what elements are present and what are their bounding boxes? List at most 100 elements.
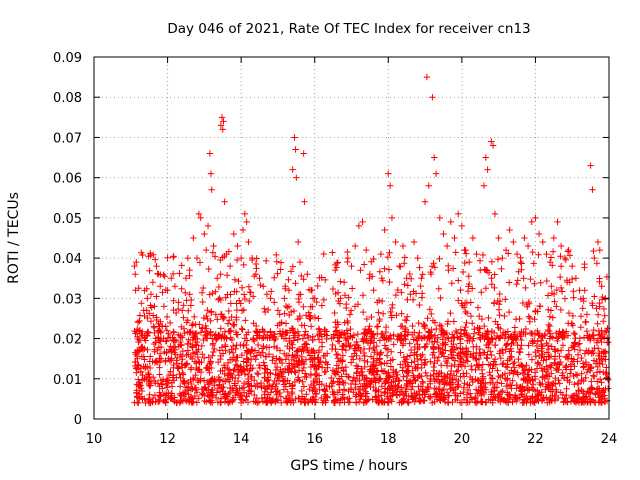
- band-point: [224, 359, 232, 367]
- band-point: [407, 386, 415, 393]
- band-point: [578, 370, 585, 377]
- band-point: [455, 382, 462, 390]
- mid-point: [273, 258, 281, 265]
- band-point: [333, 368, 340, 375]
- mid-point: [594, 311, 602, 318]
- mid-point: [496, 290, 503, 298]
- band-point: [352, 384, 359, 392]
- band-point: [307, 363, 315, 371]
- band-point: [371, 346, 379, 354]
- mid-point: [502, 296, 509, 303]
- mid-point: [549, 248, 557, 255]
- mid-point: [316, 274, 323, 282]
- mid-point: [559, 334, 566, 341]
- band-point: [361, 357, 368, 364]
- mid-point: [401, 332, 408, 340]
- mid-point: [491, 271, 498, 278]
- band-point: [497, 388, 505, 396]
- data-point: [291, 134, 298, 141]
- mid-point: [566, 252, 574, 259]
- data-point: [414, 254, 421, 262]
- mid-point: [284, 304, 291, 311]
- band-point: [473, 361, 480, 368]
- band-point: [526, 366, 533, 373]
- band-point: [470, 343, 477, 351]
- mid-point: [502, 331, 510, 338]
- band-point: [333, 362, 340, 369]
- band-point: [491, 355, 499, 363]
- band-point: [255, 398, 263, 406]
- band-point: [185, 336, 192, 343]
- band-point: [368, 337, 375, 345]
- band-point: [264, 306, 272, 314]
- mid-point: [544, 292, 552, 299]
- band-point: [468, 396, 476, 403]
- band-point: [383, 352, 391, 359]
- data-point: [510, 238, 517, 246]
- band-point: [400, 395, 408, 402]
- band-point: [552, 392, 559, 400]
- band-point: [534, 347, 542, 354]
- mid-point: [598, 330, 606, 338]
- data-point: [462, 246, 469, 254]
- mid-point: [431, 332, 439, 339]
- mid-point: [557, 284, 565, 292]
- mid-point: [223, 272, 231, 279]
- mid-point: [488, 327, 496, 335]
- mid-point: [467, 312, 475, 320]
- band-point: [575, 399, 583, 406]
- band-point: [546, 313, 554, 320]
- mid-point: [220, 314, 228, 321]
- band-point: [177, 398, 184, 405]
- band-point: [299, 345, 306, 353]
- mid-point: [150, 251, 157, 258]
- band-point: [211, 378, 218, 386]
- band-point: [467, 390, 474, 397]
- x-tick-labels: 10 12 14 16 18 20 22 24: [86, 432, 618, 447]
- band-point: [273, 391, 280, 398]
- mid-point: [541, 330, 549, 338]
- data-point: [443, 242, 451, 250]
- band-point: [209, 340, 217, 347]
- mid-point: [153, 293, 160, 300]
- band-point: [251, 347, 259, 354]
- mid-point: [309, 333, 316, 340]
- band-point: [475, 355, 483, 363]
- band-point: [340, 394, 348, 401]
- band-point: [207, 358, 214, 365]
- mid-point: [361, 325, 369, 333]
- data-point: [311, 295, 318, 302]
- band-point: [294, 347, 301, 354]
- band-point: [479, 373, 487, 380]
- band-point: [367, 383, 374, 391]
- band-point: [211, 345, 218, 353]
- mid-point: [233, 306, 241, 314]
- data-point: [596, 246, 604, 254]
- band-point: [169, 374, 177, 381]
- band-point: [192, 384, 200, 391]
- band-point: [213, 389, 221, 396]
- band-point: [243, 362, 250, 370]
- band-point: [237, 363, 244, 370]
- band-point: [566, 378, 573, 386]
- band-point: [253, 352, 261, 359]
- band-point: [350, 389, 357, 396]
- band-point: [383, 360, 391, 367]
- mid-point: [488, 258, 496, 265]
- band-point: [154, 396, 162, 403]
- mid-point: [569, 312, 577, 320]
- band-point: [588, 378, 595, 385]
- mid-point: [397, 331, 404, 339]
- band-point: [588, 384, 595, 391]
- mid-point: [469, 285, 476, 292]
- band-point: [310, 393, 317, 401]
- mid-point: [401, 324, 409, 332]
- band-point: [479, 361, 487, 368]
- band-point: [384, 385, 391, 393]
- band-point: [445, 392, 452, 400]
- data-point: [164, 287, 171, 294]
- mid-point: [247, 289, 254, 296]
- band-point: [380, 334, 388, 341]
- band-point: [360, 345, 368, 353]
- band-point: [299, 378, 306, 385]
